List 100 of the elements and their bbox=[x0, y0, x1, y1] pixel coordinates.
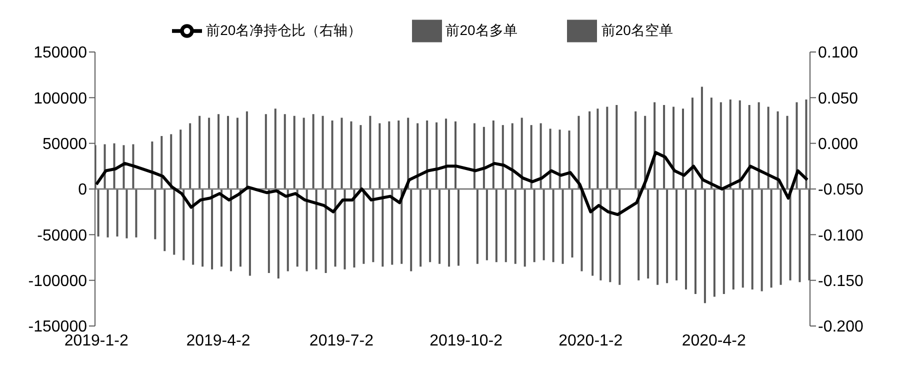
bar bbox=[638, 189, 640, 280]
bar bbox=[378, 123, 381, 189]
bar bbox=[426, 120, 428, 189]
bar bbox=[540, 123, 542, 189]
bar bbox=[274, 108, 276, 189]
bar bbox=[324, 189, 327, 274]
bar bbox=[786, 116, 788, 189]
bar bbox=[482, 126, 485, 189]
bar bbox=[691, 98, 694, 189]
bar bbox=[600, 189, 602, 280]
bar bbox=[596, 108, 599, 189]
bar bbox=[558, 130, 561, 189]
bar bbox=[578, 116, 580, 189]
bar bbox=[758, 102, 760, 189]
bar bbox=[609, 189, 612, 282]
bar bbox=[492, 120, 494, 189]
bar bbox=[208, 118, 210, 189]
y2-tick-label: -0.150 bbox=[818, 273, 864, 290]
bar bbox=[520, 118, 523, 189]
bar bbox=[738, 100, 741, 189]
bar bbox=[312, 114, 314, 189]
bar bbox=[436, 122, 438, 189]
bar bbox=[770, 189, 772, 288]
bar bbox=[340, 118, 343, 189]
bar bbox=[704, 189, 706, 304]
bar bbox=[236, 118, 238, 189]
bar bbox=[502, 125, 504, 189]
bar bbox=[476, 189, 478, 264]
bar bbox=[751, 189, 754, 290]
bar bbox=[277, 189, 280, 279]
bar bbox=[122, 145, 125, 189]
bar bbox=[420, 189, 422, 267]
y-tick-label: -100000 bbox=[28, 273, 88, 290]
bar bbox=[748, 104, 750, 189]
bar bbox=[722, 189, 725, 294]
bar bbox=[382, 189, 384, 267]
bar bbox=[331, 120, 334, 189]
bar bbox=[296, 189, 298, 267]
bar bbox=[606, 106, 608, 189]
bar bbox=[218, 114, 220, 189]
bar bbox=[710, 98, 712, 189]
bar bbox=[616, 104, 618, 189]
bar bbox=[552, 189, 554, 262]
bar bbox=[239, 189, 242, 267]
bar bbox=[486, 189, 488, 260]
y2-tick-label: 0.050 bbox=[818, 90, 858, 108]
bar bbox=[672, 106, 675, 189]
bar bbox=[682, 108, 684, 189]
y-tick-label: 50000 bbox=[42, 136, 88, 154]
bar bbox=[248, 189, 251, 276]
bar bbox=[173, 189, 176, 255]
bar bbox=[780, 189, 782, 285]
bar bbox=[322, 116, 324, 189]
bar bbox=[151, 142, 154, 189]
bar bbox=[562, 189, 564, 264]
bar bbox=[656, 189, 659, 285]
bar bbox=[350, 121, 352, 189]
bar bbox=[473, 123, 476, 189]
bar bbox=[618, 189, 621, 285]
bar bbox=[445, 118, 448, 189]
y-tick-label: 100000 bbox=[34, 90, 88, 108]
bar bbox=[685, 189, 687, 290]
bar bbox=[170, 134, 172, 189]
bar bbox=[796, 102, 798, 189]
bar bbox=[495, 189, 498, 262]
bar bbox=[160, 136, 163, 189]
bar bbox=[742, 189, 744, 288]
bar bbox=[227, 116, 229, 189]
bar bbox=[438, 189, 441, 264]
bar bbox=[132, 144, 134, 189]
y-tick-label: 150000 bbox=[34, 44, 88, 62]
bar bbox=[302, 118, 305, 189]
bar bbox=[388, 121, 390, 189]
bar bbox=[315, 189, 318, 270]
line-series bbox=[95, 150, 809, 216]
bar bbox=[533, 189, 536, 262]
bar bbox=[729, 99, 732, 189]
bar bbox=[189, 123, 192, 189]
bar bbox=[264, 114, 267, 189]
bar bbox=[154, 189, 156, 240]
bar bbox=[398, 120, 400, 189]
bar bbox=[211, 189, 214, 270]
y2-tick-label: -0.200 bbox=[818, 318, 864, 336]
bar bbox=[542, 189, 545, 260]
bar bbox=[767, 106, 770, 189]
bar bbox=[568, 130, 570, 189]
bar bbox=[634, 111, 637, 189]
bar bbox=[713, 189, 716, 297]
bar bbox=[666, 189, 668, 284]
bar bbox=[700, 86, 703, 189]
bar bbox=[116, 189, 118, 236]
bar bbox=[663, 104, 666, 189]
bar bbox=[647, 189, 650, 279]
bar bbox=[164, 189, 166, 252]
x-tick-label: 2019-4-2 bbox=[186, 332, 250, 350]
legend-label: 前20名净持仓比（右轴） bbox=[206, 22, 362, 38]
bar bbox=[372, 189, 374, 262]
y2-tick-label: 0.000 bbox=[818, 136, 858, 154]
bar bbox=[454, 121, 456, 189]
bar bbox=[369, 116, 372, 189]
